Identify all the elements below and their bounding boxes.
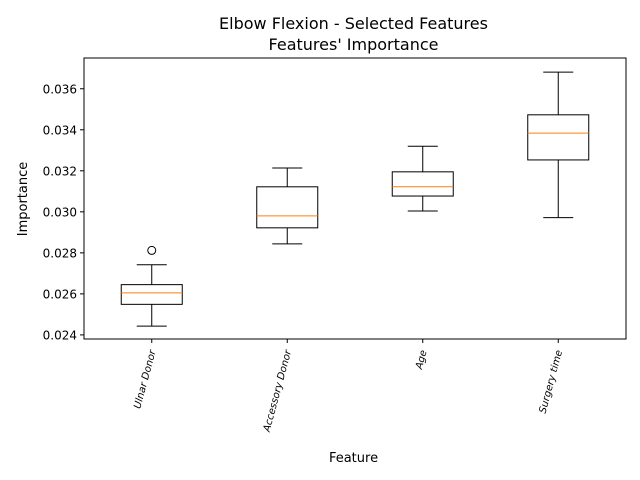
x-tick-label: Age: [414, 349, 430, 371]
iqr-box: [527, 114, 590, 161]
y-tick-label: 0.032: [43, 164, 77, 178]
chart-title-line1: Elbow Flexion - Selected Features: [219, 14, 488, 33]
y-tick-label: 0.034: [43, 123, 77, 137]
axes-frame: [83, 57, 627, 340]
iqr-box: [120, 284, 183, 305]
y-tick-label: 0.026: [43, 287, 77, 301]
iqr-box: [256, 186, 319, 229]
iqr-box: [391, 171, 454, 197]
y-tick-label: 0.028: [43, 246, 77, 260]
chart-title-line2: Features' Importance: [269, 35, 439, 54]
y-axis-label: Importance: [16, 162, 31, 237]
outlier-point: [147, 245, 157, 255]
y-tick-label: 0.030: [43, 205, 77, 219]
y-tick-label: 0.024: [43, 328, 77, 342]
x-axis-label: Feature: [329, 451, 378, 466]
y-tick-label: 0.036: [43, 82, 77, 96]
